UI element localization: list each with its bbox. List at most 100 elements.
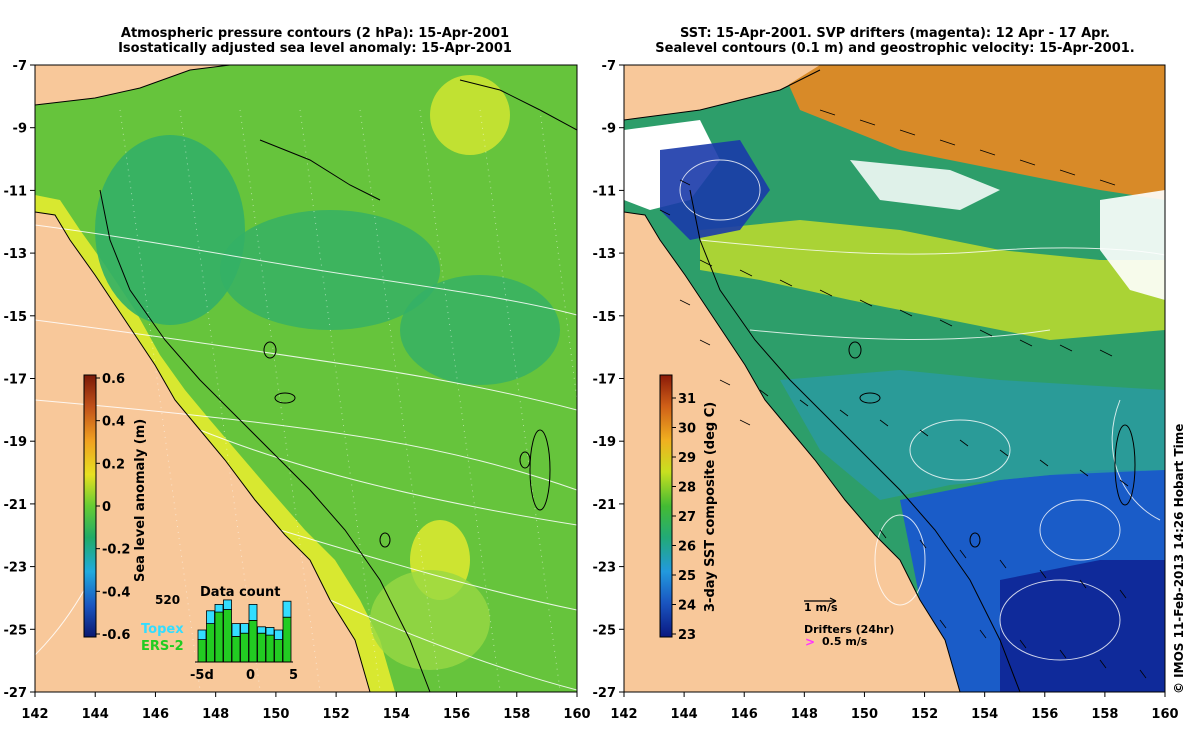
sealevel-contours bbox=[679, 159, 1165, 661]
topex-bar bbox=[282, 600, 292, 618]
islands bbox=[848, 341, 1136, 548]
sla-high-region bbox=[370, 570, 490, 670]
sla-low-region bbox=[220, 210, 440, 330]
topex-bar bbox=[265, 627, 275, 636]
sst-colorbar-label: 3-day SST composite (deg C) bbox=[703, 402, 718, 612]
x-tick-label: 150 bbox=[262, 707, 289, 722]
bathymetry-line bbox=[99, 189, 431, 692]
right-title-line2: Sealevel contours (0.1 m) and geostrophi… bbox=[655, 41, 1135, 56]
legend-ers2: ERS-2 bbox=[141, 639, 184, 654]
coastline bbox=[624, 211, 961, 692]
x-tick-label: 154 bbox=[971, 707, 998, 722]
sla-low-region bbox=[400, 275, 560, 385]
right-map-title: SST: 15-Apr-2001. SVP drifters (magenta)… bbox=[625, 26, 1165, 56]
coastline bbox=[35, 211, 371, 692]
y-tick-label: -15 bbox=[593, 310, 617, 325]
colorbar-tick-label: 27 bbox=[678, 510, 696, 525]
x-tick-label: 142 bbox=[21, 707, 48, 722]
y-tick-label: -21 bbox=[4, 498, 28, 513]
ers2-bar bbox=[274, 639, 283, 663]
colorbar-tick-label: 29 bbox=[678, 451, 696, 466]
y-tick-label: -23 bbox=[4, 561, 28, 576]
drifters-label: Drifters (24hr) bbox=[804, 623, 894, 636]
legend-topex: Topex bbox=[141, 622, 184, 637]
x-tick-label: 152 bbox=[323, 707, 350, 722]
topex-bar bbox=[223, 599, 232, 610]
y-tick-label: -9 bbox=[602, 122, 616, 137]
ers2-bar bbox=[223, 609, 232, 663]
sst-colorbar bbox=[659, 374, 673, 638]
inset-bars bbox=[197, 599, 292, 663]
colorbar-tick-label: -0.4 bbox=[102, 585, 130, 600]
colorbar-tick-label: 28 bbox=[678, 481, 696, 496]
topex-bar bbox=[231, 623, 241, 637]
inset-max-label: 520 bbox=[155, 593, 180, 607]
colorbar-tick-label: 31 bbox=[678, 392, 696, 407]
topex-bar bbox=[240, 623, 249, 634]
y-tick-label: -17 bbox=[4, 373, 28, 388]
colorbar-tick-label: 0.2 bbox=[102, 457, 125, 472]
sst-cold-core bbox=[1000, 560, 1165, 692]
x-tick-label: 146 bbox=[142, 707, 169, 722]
ers2-bar bbox=[248, 620, 258, 663]
sst-cloud-gaps bbox=[1100, 190, 1165, 300]
y-tick-label: -11 bbox=[593, 184, 617, 199]
colorbar-tick-label: 25 bbox=[678, 569, 696, 584]
y-tick-label: -7 bbox=[13, 59, 27, 74]
colorbar-tick-label: -0.6 bbox=[102, 628, 130, 643]
credit-label: © IMOS 11-Feb-2013 14:26 Hobart Time bbox=[1172, 423, 1186, 694]
velocity-scale: 1 m/s Drifters (24hr) > 0.5 m/s bbox=[804, 597, 894, 649]
x-tick-label: 160 bbox=[1151, 707, 1178, 722]
ers2-bar bbox=[197, 639, 207, 663]
y-tick-label: -21 bbox=[593, 498, 617, 513]
colorbar-tick-label: 24 bbox=[678, 599, 696, 614]
x-tick-label: 160 bbox=[563, 707, 590, 722]
pressure-contours bbox=[35, 224, 577, 691]
colorbar-tick-label: 0.4 bbox=[102, 415, 125, 430]
ers2-bar bbox=[257, 632, 266, 663]
inset-x-mid: 0 bbox=[246, 668, 255, 683]
islands bbox=[259, 79, 577, 548]
sst-warm-north bbox=[780, 65, 1165, 200]
ers2-bar bbox=[265, 634, 275, 663]
sla-colorbar bbox=[83, 374, 97, 638]
x-tick-label: 150 bbox=[851, 707, 878, 722]
ers2-bar bbox=[240, 632, 249, 663]
y-tick-label: -25 bbox=[593, 623, 617, 638]
colorbar-tick-label: 30 bbox=[678, 422, 696, 437]
left-map-title: Atmospheric pressure contours (2 hPa): 1… bbox=[80, 26, 550, 56]
x-tick-label: 158 bbox=[1091, 707, 1118, 722]
png-land bbox=[624, 65, 820, 120]
y-tick-label: -13 bbox=[593, 247, 617, 262]
colorbar-tick-label: -0.2 bbox=[102, 543, 130, 558]
topex-bar bbox=[248, 604, 258, 621]
data-count-inset: Data count 520 Topex ERS-2 -5d 0 5 bbox=[141, 585, 298, 683]
inset-title: Data count bbox=[200, 585, 280, 600]
left-title-line2: Isostatically adjusted sea level anomaly… bbox=[118, 41, 512, 56]
ers2-bar bbox=[206, 623, 215, 663]
topex-bar bbox=[197, 629, 207, 641]
y-tick-label: -23 bbox=[593, 561, 617, 576]
inset-x-left: -5d bbox=[190, 668, 214, 683]
left-title-line1: Atmospheric pressure contours (2 hPa): 1… bbox=[120, 26, 510, 41]
axis-ticks: 142 144 146 148 150 152 154 156 158 160 -7 -9 -11 -13… bbox=[4, 59, 1179, 722]
right-title-line1: SST: 15-Apr-2001. SVP drifters (magenta)… bbox=[680, 26, 1110, 41]
sla-low-region bbox=[95, 135, 245, 325]
geostrophic-velocity-arrows bbox=[659, 109, 1147, 679]
drifters-speed: 0.5 m/s bbox=[822, 635, 868, 648]
left-map bbox=[35, 65, 577, 692]
ers2-bar bbox=[231, 636, 241, 663]
inset-x-right: 5 bbox=[289, 668, 298, 683]
y-tick-label: -27 bbox=[593, 686, 617, 701]
y-tick-label: -27 bbox=[4, 686, 28, 701]
x-tick-label: 158 bbox=[503, 707, 530, 722]
sla-high-region bbox=[430, 75, 510, 155]
topex-bar bbox=[214, 604, 224, 613]
x-tick-label: 148 bbox=[202, 707, 229, 722]
right-map bbox=[624, 65, 1165, 692]
scale-label: 1 m/s bbox=[804, 601, 838, 614]
bathymetry-line bbox=[689, 189, 1021, 692]
png-coastline bbox=[624, 69, 821, 121]
scale-arrowhead bbox=[829, 597, 837, 605]
png-coastline bbox=[35, 65, 231, 106]
